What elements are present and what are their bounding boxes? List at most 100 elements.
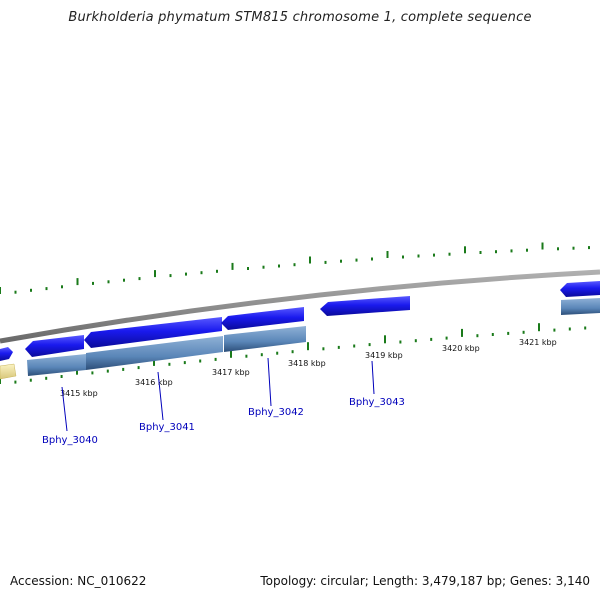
gene-label-bphy-3041[interactable]: Bphy_3041 — [139, 422, 195, 433]
minor-tick — [200, 271, 203, 275]
minor-tick — [399, 340, 402, 344]
minor-tick — [29, 378, 32, 382]
kbp-label: 3417 kbp — [212, 368, 250, 377]
minor-tick — [60, 375, 63, 378]
label-leader-line — [61, 386, 68, 432]
minor-tick — [371, 257, 373, 261]
minor-tick — [324, 260, 327, 264]
major-tick — [231, 262, 234, 270]
gene-label-bphy-3042[interactable]: Bphy_3042 — [248, 407, 304, 418]
major-tick — [309, 256, 311, 264]
cds-bar[interactable] — [561, 298, 600, 315]
minor-tick — [122, 367, 125, 371]
minor-tick — [402, 255, 404, 259]
minor-tick — [14, 380, 17, 384]
minor-tick — [476, 334, 479, 338]
minor-tick — [278, 264, 280, 268]
minor-tick — [107, 280, 110, 284]
minor-tick — [353, 344, 356, 348]
minor-tick — [137, 366, 140, 370]
minor-tick — [355, 258, 358, 262]
minor-tick — [30, 288, 32, 292]
minor-tick — [291, 350, 294, 354]
major-tick — [230, 349, 232, 358]
minor-tick — [368, 343, 371, 347]
major-tick — [76, 278, 79, 286]
minor-tick — [433, 253, 435, 257]
kbp-label: 3421 kbp — [519, 338, 557, 347]
minor-tick — [61, 285, 63, 289]
minor-tick — [445, 336, 448, 340]
minor-tick — [169, 274, 172, 278]
minor-tick — [45, 376, 48, 380]
minor-tick — [417, 254, 420, 258]
neighbor-gene[interactable] — [0, 363, 17, 380]
gene-arrow-bphy-3043[interactable] — [320, 296, 410, 316]
minor-tick — [123, 278, 125, 282]
minor-tick — [276, 351, 279, 355]
major-tick — [0, 287, 1, 294]
minor-tick — [572, 246, 575, 250]
minor-tick — [430, 337, 433, 341]
minor-tick — [322, 347, 325, 351]
minor-tick — [260, 353, 263, 357]
minor-tick — [92, 281, 94, 285]
minor-tick — [448, 252, 451, 256]
minor-tick — [14, 290, 17, 294]
major-tick — [464, 246, 466, 254]
minor-tick — [522, 330, 525, 334]
minor-tick — [340, 259, 342, 263]
minor-tick — [414, 339, 417, 343]
minor-tick — [293, 263, 296, 267]
major-tick — [154, 270, 156, 278]
minor-tick — [584, 326, 587, 330]
label-leader-line — [267, 357, 272, 407]
label-leader-line — [371, 360, 375, 395]
minor-tick — [507, 331, 510, 335]
gene-arrow-right[interactable] — [560, 281, 600, 297]
label-leader-line — [157, 371, 164, 421]
genome-backbone — [0, 269, 600, 344]
minor-tick — [216, 269, 218, 273]
major-tick — [307, 342, 309, 351]
gene-label-bphy-3040[interactable]: Bphy_3040 — [42, 435, 98, 446]
accession-label: Accession: NC_010622 — [10, 574, 147, 588]
cds-bar[interactable] — [27, 354, 86, 376]
minor-tick — [510, 249, 513, 253]
major-tick — [541, 242, 544, 250]
minor-tick — [568, 327, 571, 331]
gene-arrow-bphy-3042[interactable] — [221, 307, 304, 330]
minor-tick — [185, 272, 187, 276]
major-tick — [0, 376, 1, 384]
major-tick — [461, 328, 463, 337]
minor-tick — [245, 354, 248, 358]
minor-tick — [479, 251, 482, 254]
minor-tick — [214, 357, 217, 361]
minor-tick — [557, 247, 559, 251]
minor-tick — [491, 333, 494, 336]
major-tick — [386, 251, 389, 258]
kbp-label: 3420 kbp — [442, 344, 480, 353]
minor-tick — [183, 361, 186, 365]
gene-arrow-bphy-3041[interactable] — [84, 317, 222, 348]
gene-label-bphy-3043[interactable]: Bphy_3043 — [349, 397, 405, 408]
kbp-label: 3416 kbp — [135, 378, 173, 387]
minor-tick — [526, 248, 528, 252]
minor-tick — [553, 328, 556, 332]
minor-tick — [262, 265, 265, 269]
cds-bar[interactable] — [86, 336, 223, 370]
page-title: Burkholderia phymatum STM815 chromosome … — [68, 10, 532, 25]
minor-tick — [199, 359, 202, 363]
cds-bar[interactable] — [224, 326, 306, 352]
kbp-label: 3418 kbp — [288, 359, 326, 368]
minor-tick — [91, 371, 94, 375]
gene-arrow-bphy-3040[interactable] — [25, 335, 84, 357]
minor-tick — [168, 362, 171, 366]
gene-arrow[interactable] — [0, 347, 13, 361]
major-tick — [384, 335, 386, 344]
outer-tick-row — [0, 242, 590, 294]
minor-tick — [45, 287, 48, 291]
minor-tick — [106, 369, 109, 373]
kbp-label: 3415 kbp — [60, 389, 98, 398]
